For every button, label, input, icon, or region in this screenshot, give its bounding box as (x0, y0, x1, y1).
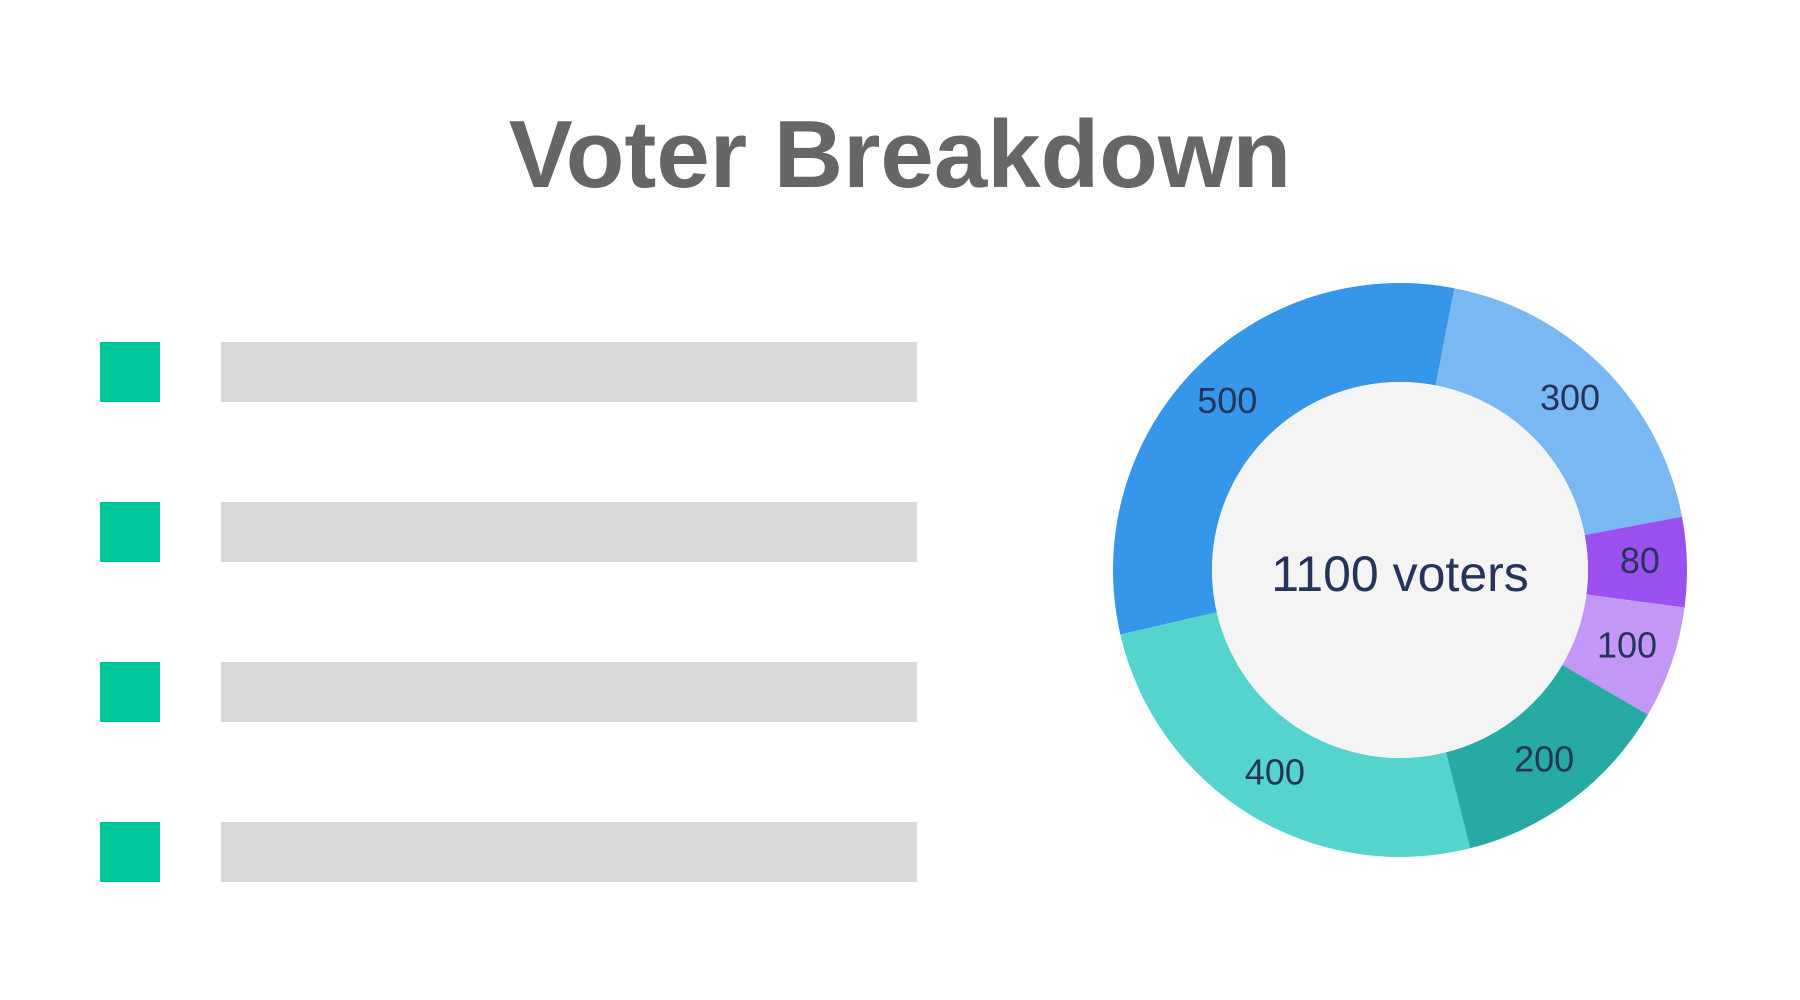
legend-swatch (100, 822, 160, 882)
donut-slice-label-5: 400 (1245, 751, 1305, 792)
legend-swatch (100, 662, 160, 722)
donut-chart-svg: 500 300 80 100 200 400 1100 voters (1113, 283, 1687, 857)
donut-slice-label-0: 500 (1197, 380, 1257, 421)
legend-label-placeholder (221, 822, 917, 882)
legend-item (100, 822, 920, 882)
donut-slices (1113, 283, 1687, 857)
legend-item (100, 502, 920, 562)
donut-slice-label-2: 80 (1620, 540, 1660, 581)
donut-center-label: 1100 voters (1271, 546, 1529, 602)
donut-slice-1 (1435, 288, 1682, 536)
legend-swatch (100, 342, 160, 402)
legend-label-placeholder (221, 662, 917, 722)
legend-list (100, 342, 920, 892)
donut-chart: 500 300 80 100 200 400 1100 voters (1110, 280, 1690, 860)
donut-slice-label-3: 100 (1597, 624, 1657, 665)
donut-slice-3 (1562, 594, 1685, 715)
donut-center (1212, 382, 1588, 758)
legend-item (100, 342, 920, 402)
legend-swatch (100, 502, 160, 562)
donut-slice-4 (1445, 664, 1648, 849)
donut-slice-5 (1120, 612, 1471, 857)
chart-title: Voter Breakdown (508, 101, 1292, 208)
donut-slice-label-1: 300 (1540, 377, 1600, 418)
donut-slice-2 (1584, 516, 1687, 608)
donut-slice-labels: 500 300 80 100 200 400 (1197, 377, 1660, 792)
legend-label-placeholder (221, 502, 917, 562)
legend-label-placeholder (221, 342, 917, 402)
legend-item (100, 662, 920, 722)
donut-slice-label-4: 200 (1514, 738, 1574, 779)
donut-slice-0 (1113, 283, 1455, 635)
